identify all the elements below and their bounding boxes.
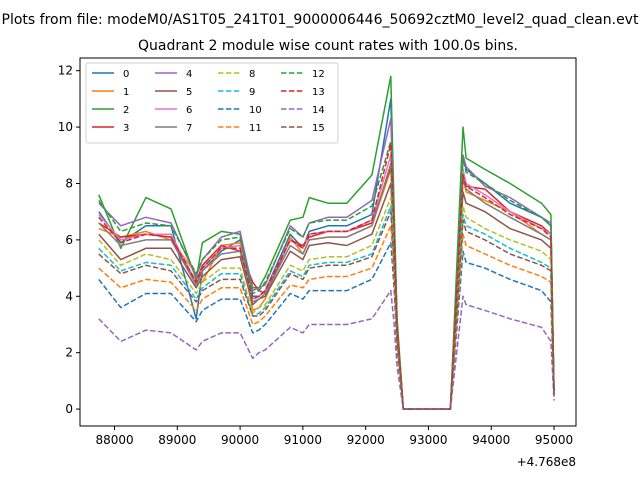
x-tick-label: 95000 — [535, 433, 573, 447]
legend-label-13: 13 — [312, 87, 325, 98]
series-line-11 — [98, 225, 555, 410]
legend-label-11: 11 — [249, 123, 262, 134]
legend-label-4: 4 — [186, 69, 192, 80]
axis-layer: 88000 89000 90000 91000 92000 93000 94000 95000… — [58, 64, 573, 447]
x-tick-label: 90000 — [221, 433, 259, 447]
legend-label-5: 5 — [186, 87, 192, 98]
legend-label-0: 0 — [123, 69, 129, 80]
series-line-2 — [98, 75, 555, 410]
legend-label-8: 8 — [249, 69, 255, 80]
y-tick-label: 10 — [58, 120, 73, 134]
series-line-13 — [98, 143, 555, 410]
x-tick-label: 93000 — [409, 433, 447, 447]
series-line-4 — [98, 117, 555, 410]
x-offset-label: +4.768e8 — [517, 455, 576, 469]
series-line-5 — [98, 182, 555, 410]
legend-label-1: 1 — [123, 87, 129, 98]
figure-suptitle: Plots from file: modeM0/AS1T05_241T01_90… — [2, 12, 639, 28]
y-tick-label: 0 — [65, 402, 73, 416]
legend-label-10: 10 — [249, 105, 262, 116]
legend-label-6: 6 — [186, 105, 192, 116]
legend-box — [85, 62, 339, 144]
y-tick-label: 12 — [58, 64, 73, 78]
y-tick-label: 6 — [65, 233, 73, 247]
x-tick-label: 89000 — [158, 433, 196, 447]
series-line-8 — [98, 196, 555, 410]
series-line-9 — [98, 205, 555, 410]
series-layer — [98, 75, 555, 410]
legend-label-2: 2 — [123, 105, 129, 116]
series-line-7 — [98, 162, 555, 410]
legend-label-15: 15 — [312, 123, 325, 134]
series-line-12 — [98, 140, 555, 410]
legend-label-9: 9 — [249, 87, 255, 98]
x-tick-label: 94000 — [472, 433, 510, 447]
series-line-15 — [98, 210, 555, 410]
y-tick-label: 8 — [65, 176, 73, 190]
y-tick-label: 4 — [65, 289, 73, 303]
x-tick-label: 92000 — [347, 433, 385, 447]
axes-title: Quadrant 2 module wise count rates with … — [138, 38, 518, 54]
series-line-10 — [98, 241, 555, 410]
x-tick-label: 91000 — [284, 433, 322, 447]
legend-label-3: 3 — [123, 123, 129, 134]
legend-label-7: 7 — [186, 123, 192, 134]
y-tick-label: 2 — [65, 346, 73, 360]
series-line-14 — [98, 289, 555, 410]
axes-frame — [79, 57, 577, 427]
legend-label-14: 14 — [312, 105, 325, 116]
legend-label-12: 12 — [312, 69, 325, 80]
x-tick-label: 88000 — [95, 433, 133, 447]
